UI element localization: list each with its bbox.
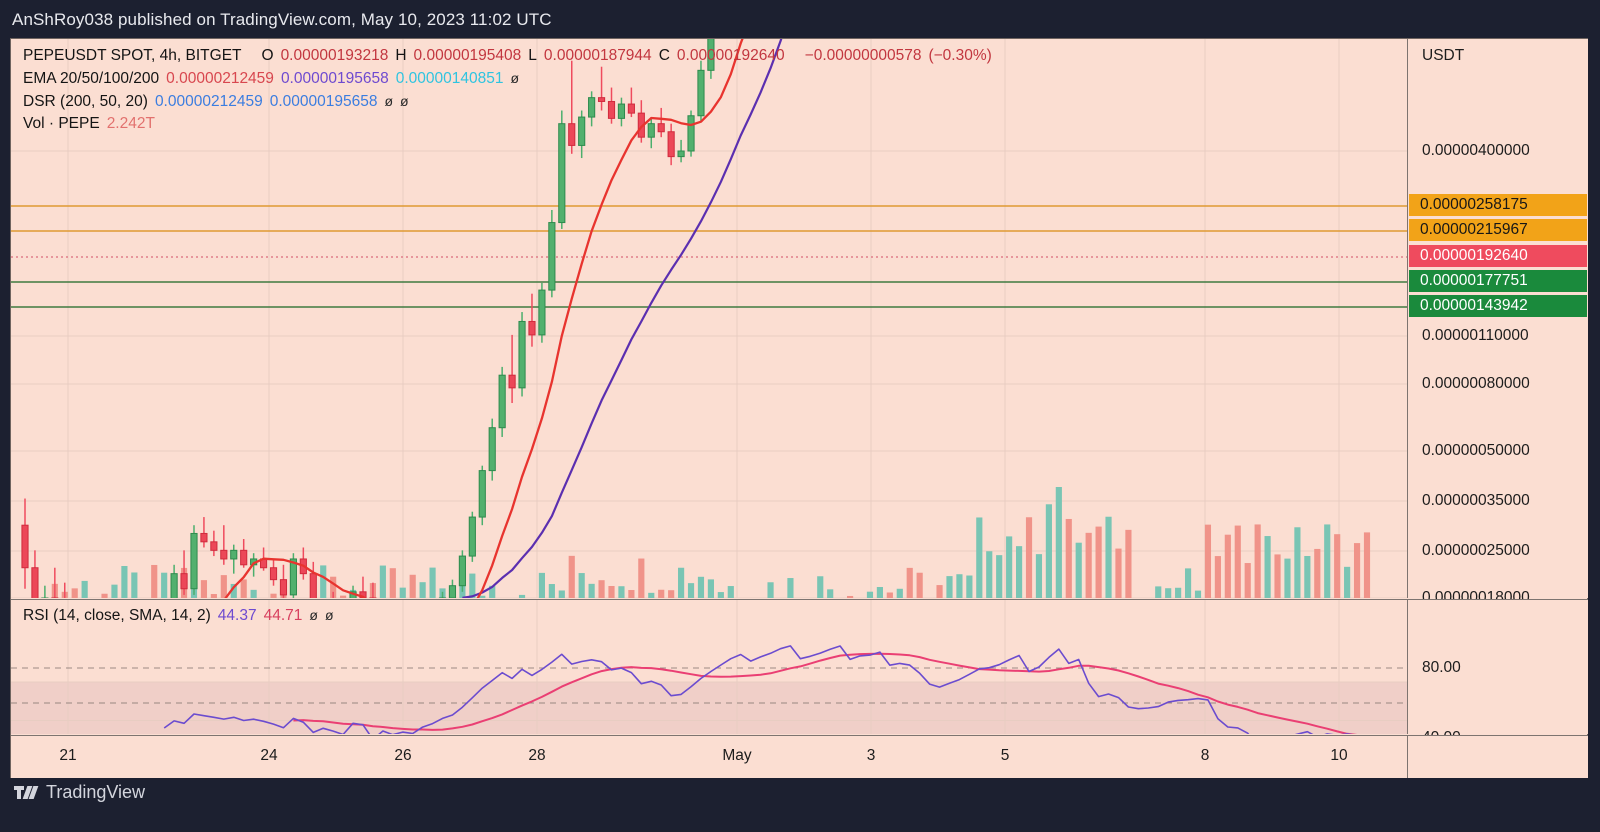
time-tick-label: 21 <box>59 747 77 764</box>
ohlc-open: 0.00000193218 <box>280 47 389 64</box>
dsr-value-3: ø <box>384 93 394 109</box>
chart-frame: PEPEUSDT SPOT, 4h, BITGET O 0.00000193218… <box>10 38 1588 778</box>
chart-legend: PEPEUSDT SPOT, 4h, BITGET O 0.00000193218… <box>23 45 992 135</box>
publisher-bar: AnShRoy038 published on TradingView.com,… <box>0 0 1600 40</box>
rsi-title: RSI (14, close, SMA, 14, 2) <box>23 607 211 624</box>
rsi-axis[interactable]: 80.0040.00 <box>1407 599 1588 746</box>
rsi-pane[interactable]: RSI (14, close, SMA, 14, 2) 44.37 44.71 … <box>11 599 1407 734</box>
ohlc-change-pct: (−0.30%) <box>928 47 992 64</box>
tradingview-logo-icon <box>14 785 39 800</box>
price-tick-label: 0.00000035000 <box>1422 492 1530 509</box>
ohlc-close-label: C <box>658 47 670 64</box>
price-axis-unit: USDT <box>1422 47 1465 64</box>
ohlc-change: −0.00000000578 <box>804 47 922 64</box>
ema-value-3: 0.00000140851 <box>395 70 504 87</box>
rsi-value-4: ø <box>324 607 334 623</box>
price-tick-label: 0.00000110000 <box>1422 327 1529 344</box>
ema-value-1: 0.00000212459 <box>166 70 274 87</box>
time-tick-label: 24 <box>260 747 278 764</box>
rsi-value-3: ø <box>309 607 318 623</box>
ohlc-low-label: L <box>528 47 537 64</box>
price-level-tag[interactable]: 0.00000177751 <box>1409 270 1587 292</box>
price-level-tag[interactable]: 0.00000192640 <box>1409 245 1587 267</box>
price-pane[interactable]: PEPEUSDT SPOT, 4h, BITGET O 0.00000193218… <box>11 39 1407 598</box>
price-chart-canvas <box>11 39 1407 598</box>
footer-brand-text: TradingView <box>46 782 146 802</box>
ema-title: EMA 20/50/100/200 <box>23 70 160 87</box>
ema-value-4: ø <box>510 70 520 86</box>
legend-ema-row[interactable]: EMA 20/50/100/200 0.00000212459 0.000001… <box>23 67 992 90</box>
time-tick-label: May <box>722 747 752 764</box>
time-tick-label: 26 <box>394 747 412 764</box>
time-tick-label: 10 <box>1330 747 1348 764</box>
time-tick-label: 3 <box>866 747 876 764</box>
footer-branding: TradingView <box>14 782 145 803</box>
time-axis[interactable]: 21 24 26 28 May 3 5 8 10 <box>11 735 1407 778</box>
dsr-value-4: ø <box>400 93 409 109</box>
publisher-text: AnShRoy038 published on TradingView.com,… <box>12 10 552 29</box>
dsr-value-1: 0.00000212459 <box>154 93 263 110</box>
ohlc-high: 0.00000195408 <box>413 47 522 64</box>
price-tick-label: 0.00000080000 <box>1422 375 1530 392</box>
legend-rsi-row[interactable]: RSI (14, close, SMA, 14, 2) 44.37 44.71 … <box>23 604 334 627</box>
price-axis[interactable]: USDT 0.00000400000 0.00000110000 0.0000008… <box>1407 39 1588 606</box>
rsi-chart-canvas <box>11 600 1407 734</box>
ohlc-close: 0.00000192640 <box>676 47 785 64</box>
rsi-value-1: 44.37 <box>217 607 257 624</box>
rsi-value-2: 44.71 <box>263 607 303 624</box>
legend-dsr-row[interactable]: DSR (200, 50, 20) 0.00000212459 0.000001… <box>23 90 992 113</box>
price-level-tag[interactable]: 0.00000143942 <box>1409 295 1587 317</box>
ohlc-high-label: H <box>395 47 407 64</box>
time-tick-label: 28 <box>528 747 546 764</box>
ema-value-2: 0.00000195658 <box>280 70 389 87</box>
price-tick-label: 0.00000025000 <box>1422 542 1530 559</box>
time-tick-label: 8 <box>1200 747 1210 764</box>
price-tick-label: 0.00000050000 <box>1422 442 1530 459</box>
volume-value: 2.242T <box>106 115 155 132</box>
axis-corner <box>1407 735 1588 778</box>
legend-symbol-row: PEPEUSDT SPOT, 4h, BITGET O 0.00000193218… <box>23 45 992 67</box>
dsr-value-2: 0.00000195658 <box>269 93 378 110</box>
legend-volume-row[interactable]: Vol · PEPE 2.242T <box>23 113 992 135</box>
dsr-title: DSR (200, 50, 20) <box>23 93 148 110</box>
rsi-tick-label: 80.00 <box>1422 659 1461 676</box>
rsi-legend: RSI (14, close, SMA, 14, 2) 44.37 44.71 … <box>23 604 334 627</box>
legend-symbol: PEPEUSDT SPOT, 4h, BITGET <box>23 47 242 64</box>
time-tick-label: 5 <box>1000 747 1010 764</box>
ohlc-open-label: O <box>261 47 274 64</box>
price-level-tag[interactable]: 0.00000215967 <box>1409 219 1587 241</box>
price-level-tag[interactable]: 0.00000258175 <box>1409 194 1587 216</box>
ohlc-low: 0.00000187944 <box>543 47 652 64</box>
price-tick-label: 0.00000400000 <box>1422 142 1530 159</box>
volume-title: Vol · PEPE <box>23 115 100 132</box>
